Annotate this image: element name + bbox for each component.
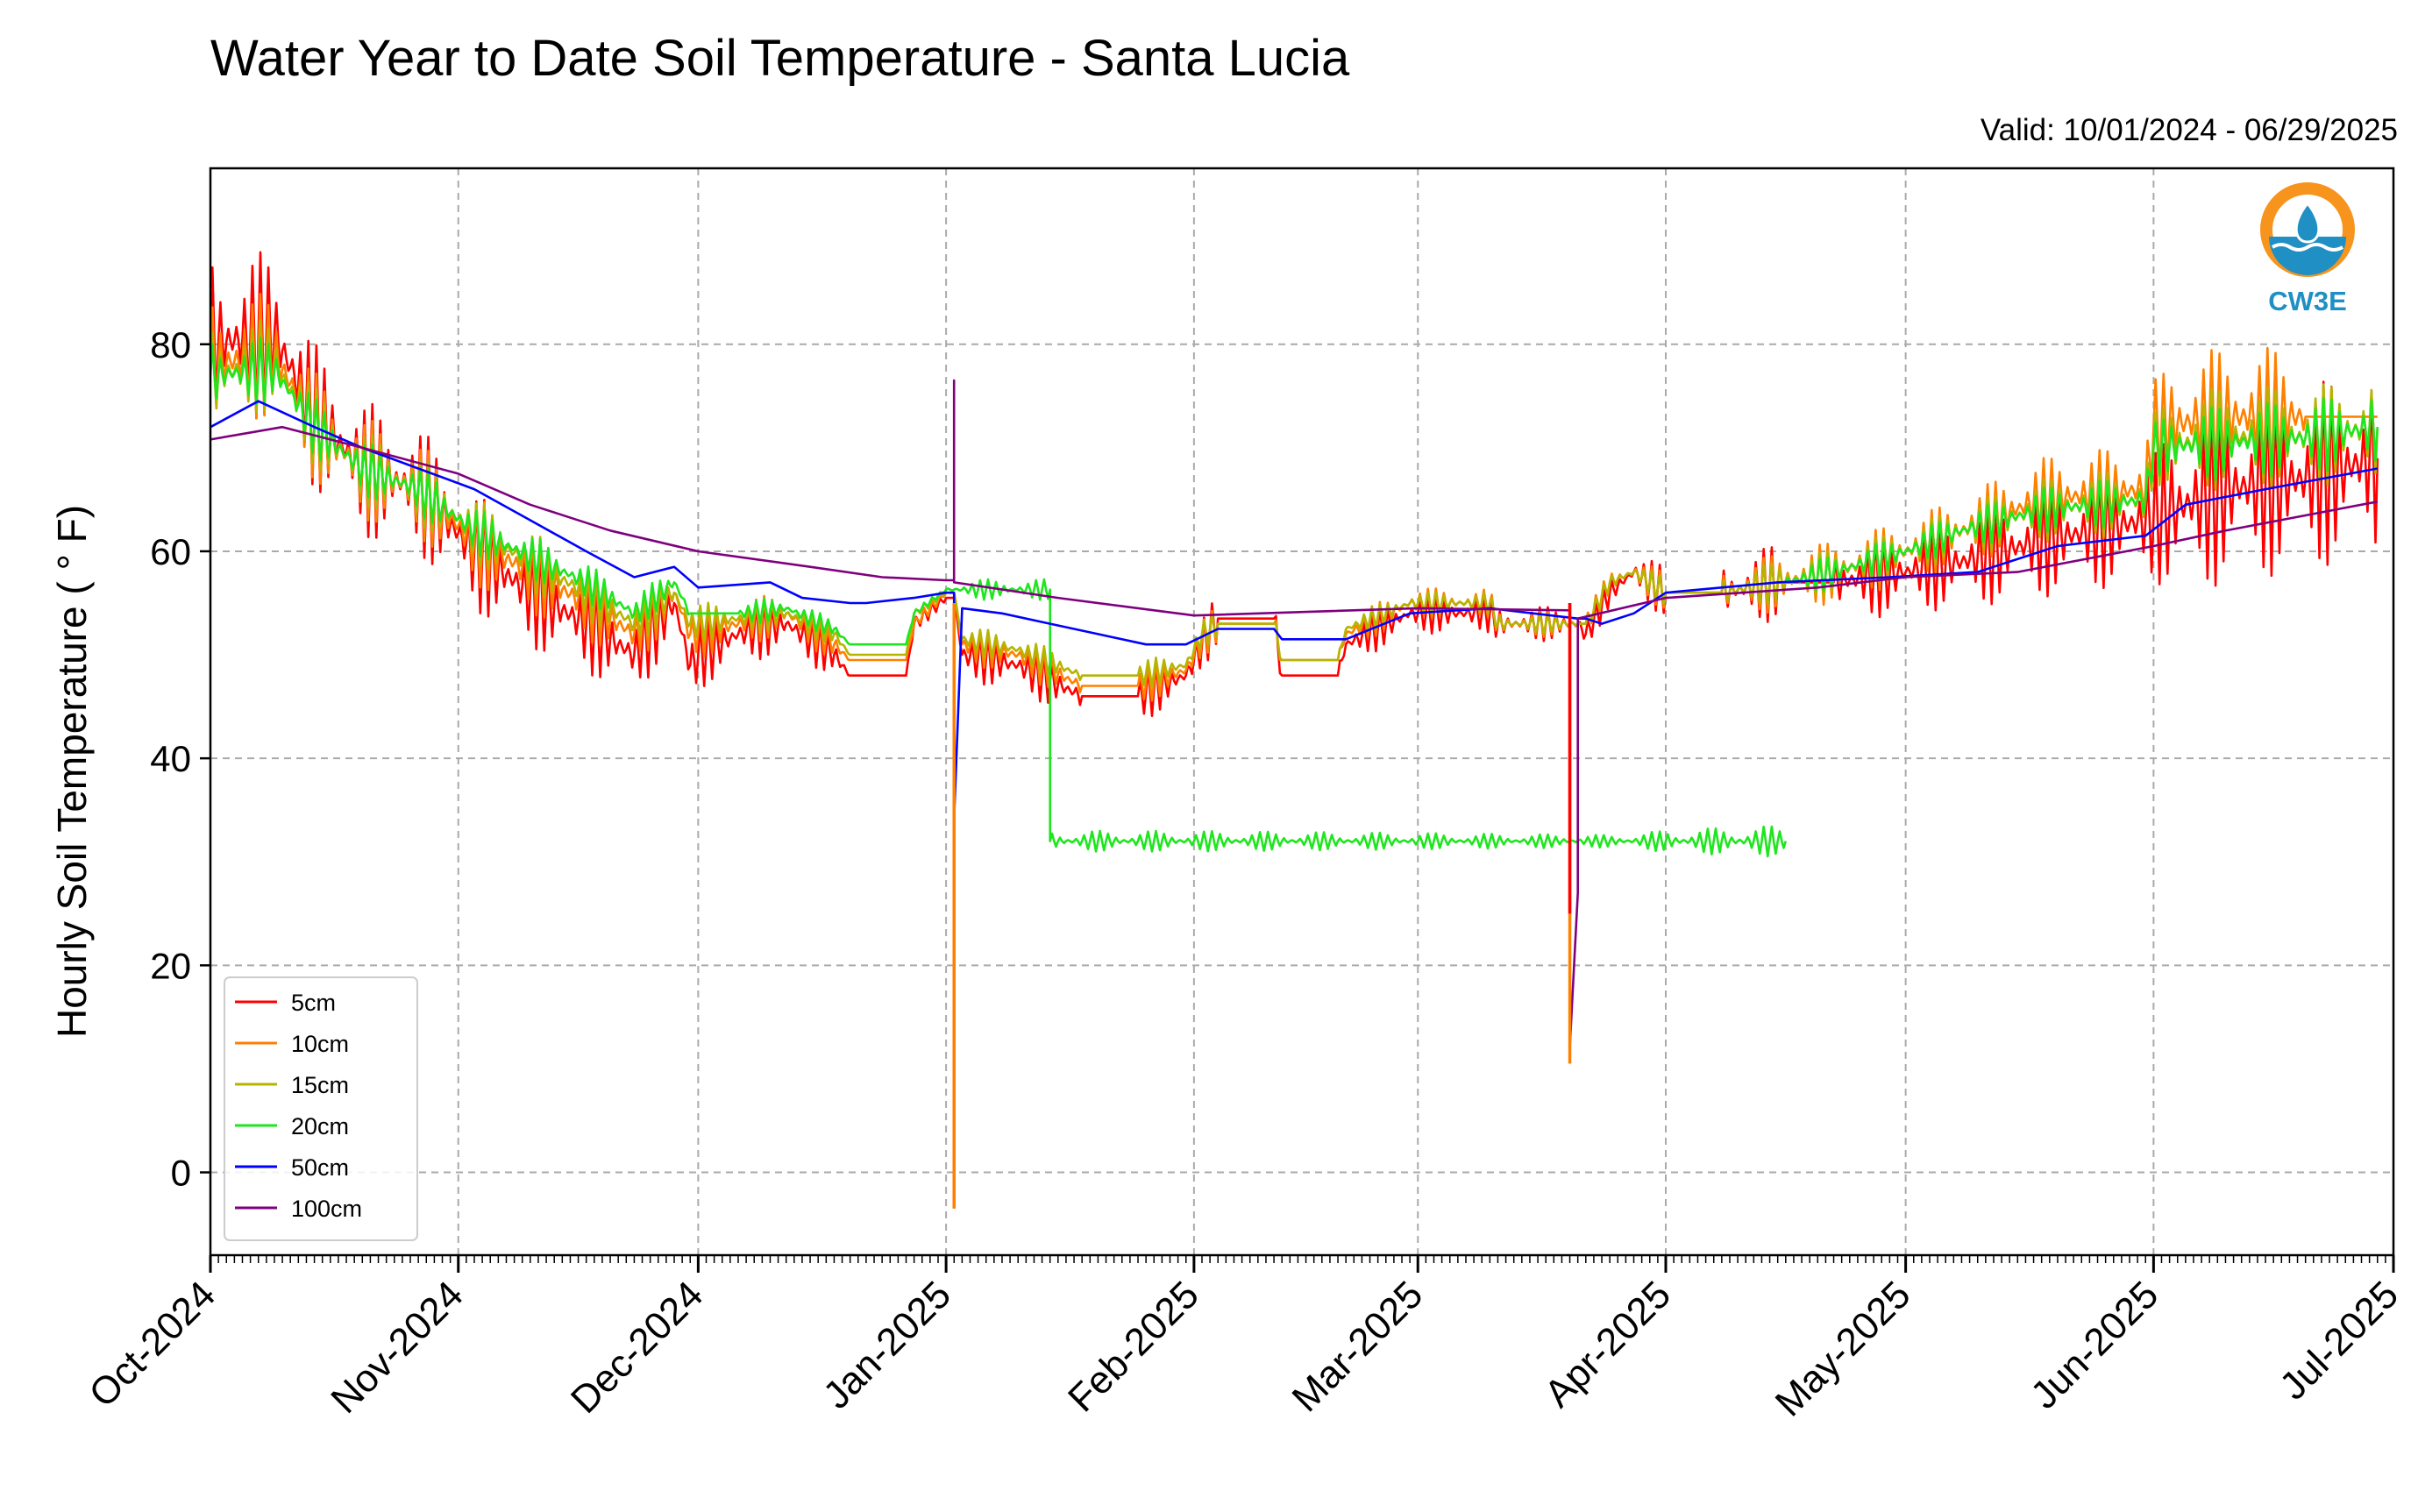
x-tick-label: Jun-2025 xyxy=(2023,1273,2166,1416)
series-line-5cm xyxy=(210,251,2379,718)
series-line-100cm xyxy=(210,379,2379,1050)
x-tick-label: Oct-2024 xyxy=(81,1273,224,1416)
x-tick-label: Jul-2025 xyxy=(2272,1273,2407,1408)
x-tick-label: Jan-2025 xyxy=(815,1273,959,1416)
x-tick-label: Dec-2024 xyxy=(563,1273,712,1422)
series-line-50cm xyxy=(210,400,2379,822)
chart-title: Water Year to Date Soil Temperature - Sa… xyxy=(210,30,1350,87)
axes: 0 20 40 60 80 Oct-2024 Nov-2024 Dec-2024 Jan-202… xyxy=(81,167,2407,1424)
legend: 5cm 10cm 15cm 20cm 50cm 100cm xyxy=(224,976,418,1241)
legend-label-20cm: 20cm xyxy=(291,1113,349,1139)
x-tick-label: May-2025 xyxy=(1767,1273,1919,1424)
legend-label-10cm: 10cm xyxy=(291,1031,349,1057)
y-tick-label: 40 xyxy=(150,738,191,779)
series-line-20cm xyxy=(1784,396,2379,593)
y-tick-label: 80 xyxy=(150,324,191,366)
y-tick-label: 0 xyxy=(171,1153,191,1194)
axes-frame xyxy=(209,167,2395,1257)
legend-label-15cm: 15cm xyxy=(291,1072,349,1098)
plot-area xyxy=(210,251,2379,1209)
x-tick-label: Mar-2025 xyxy=(1284,1273,1432,1420)
x-tick-label: Apr-2025 xyxy=(1536,1273,1679,1416)
series-line-20cm xyxy=(210,337,1788,858)
logo-drop-icon xyxy=(2294,201,2321,244)
logo-text: CW3E xyxy=(2268,286,2347,316)
logo-wave xyxy=(2271,243,2344,252)
legend-label-100cm: 100cm xyxy=(291,1196,362,1222)
legend-label-5cm: 5cm xyxy=(291,990,336,1016)
y-tick-label: 20 xyxy=(150,945,191,986)
x-tick-label: Nov-2024 xyxy=(323,1273,472,1422)
cw3e-logo: CW3E xyxy=(2260,182,2355,316)
y-axis-label: Hourly Soil Temperature ( ° F) xyxy=(49,505,95,1038)
y-tick-label: 60 xyxy=(150,531,191,572)
chart-subtitle: Valid: 10/01/2024 - 06/29/2025 xyxy=(1981,113,2398,147)
grid xyxy=(210,168,2394,1255)
legend-label-50cm: 50cm xyxy=(291,1154,349,1181)
x-tick-label: Feb-2025 xyxy=(1060,1273,1207,1420)
